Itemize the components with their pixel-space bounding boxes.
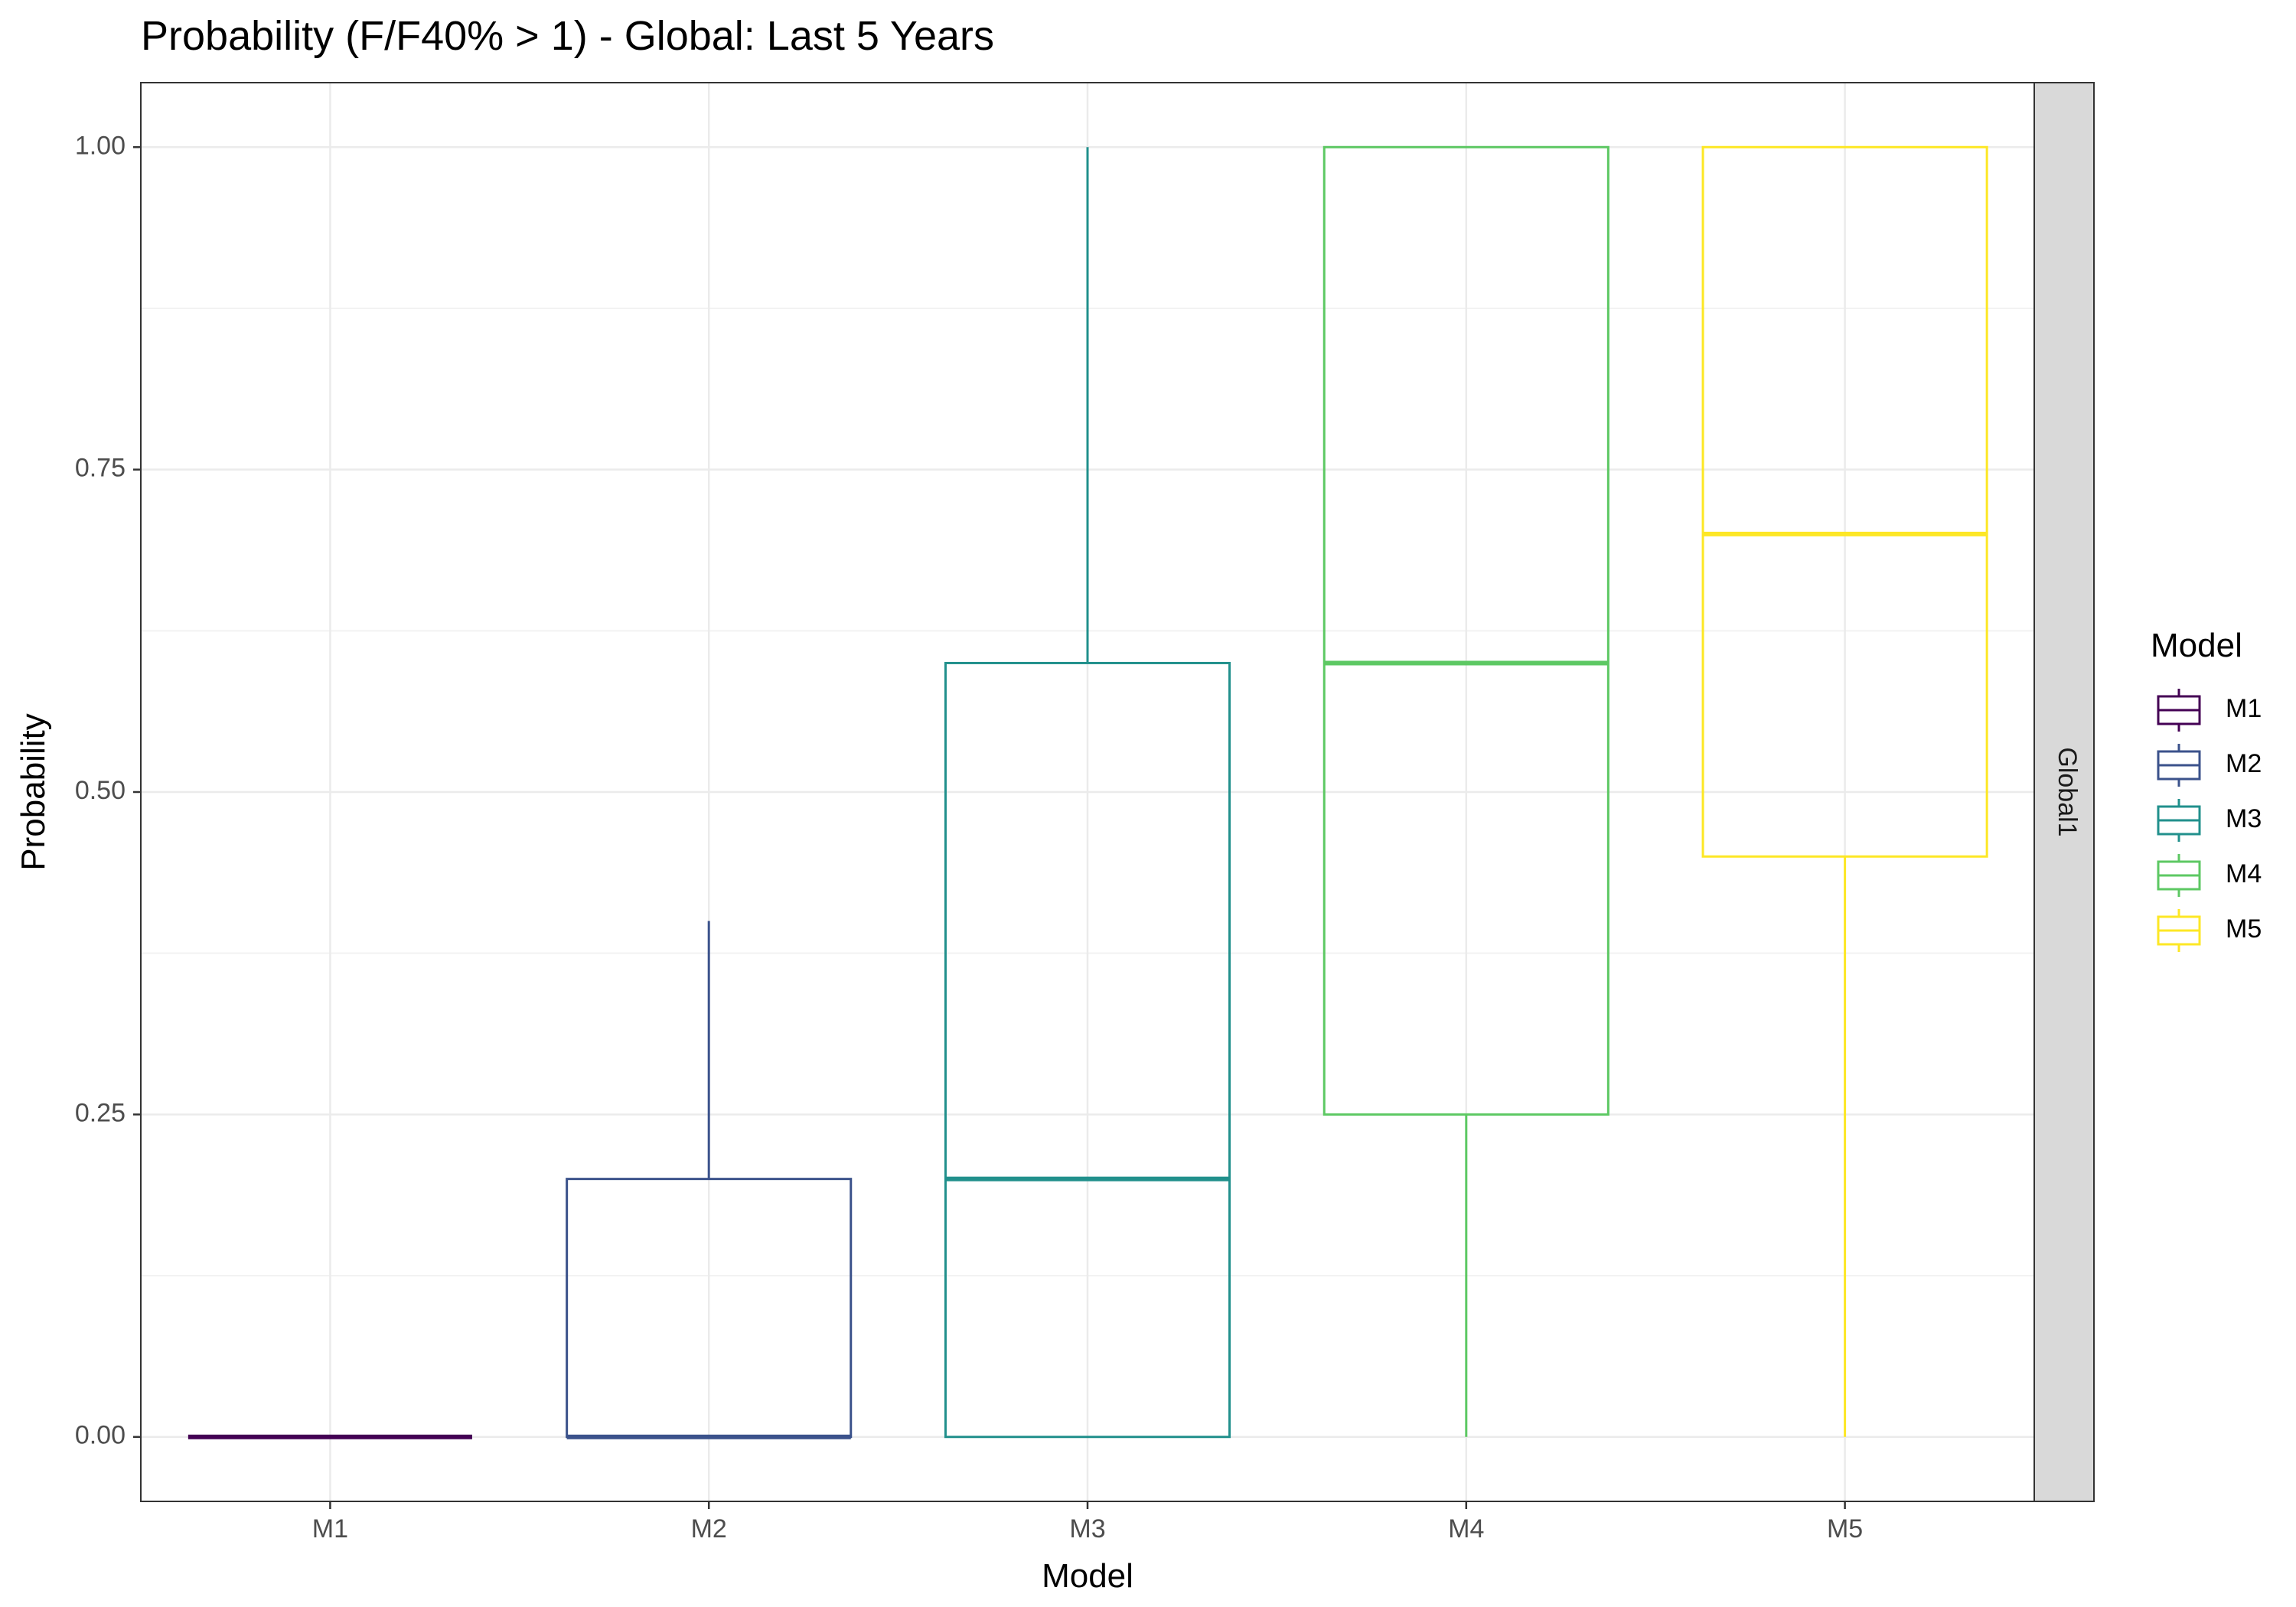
facet-strip: Global1 bbox=[2033, 82, 2095, 1502]
box-body bbox=[944, 661, 1231, 1439]
box-m5 bbox=[1701, 145, 1988, 1437]
legend-key-m3 bbox=[2157, 799, 2201, 842]
x-axis-title: Model bbox=[1042, 1557, 1133, 1595]
strip-background bbox=[2033, 82, 2095, 1502]
box-body bbox=[1322, 145, 1609, 1116]
x-tick-label: M1 bbox=[312, 1514, 348, 1543]
box-m3 bbox=[944, 147, 1231, 1439]
y-tick-label: 0.00 bbox=[75, 1421, 126, 1450]
box-m4 bbox=[1322, 145, 1609, 1437]
y-axis-title: Probability bbox=[15, 713, 52, 870]
chart-title: Probability (F/F40% > 1) - Global: Last … bbox=[141, 13, 994, 59]
legend-label: M5 bbox=[2226, 914, 2262, 944]
y-axis: 0.00 0.25 0.50 0.75 1.00 bbox=[75, 131, 141, 1450]
x-tick-label: M3 bbox=[1069, 1514, 1105, 1543]
legend-key-m2 bbox=[2157, 744, 2201, 787]
y-tick-label: 1.00 bbox=[75, 131, 126, 160]
legend-label: M2 bbox=[2226, 749, 2262, 778]
legend-key-m4 bbox=[2157, 854, 2201, 897]
y-tick-label: 0.50 bbox=[75, 776, 126, 805]
legend-title: Model bbox=[2151, 627, 2242, 664]
box-m2 bbox=[566, 921, 853, 1439]
box-body bbox=[566, 1178, 853, 1439]
x-tick-label: M4 bbox=[1448, 1514, 1484, 1543]
y-tick-label: 0.75 bbox=[75, 454, 126, 483]
legend-label: M1 bbox=[2226, 694, 2262, 723]
x-tick-label: M5 bbox=[1827, 1514, 1863, 1543]
strip-label: Global1 bbox=[2053, 747, 2082, 836]
x-tick-label: M2 bbox=[691, 1514, 727, 1543]
boxes bbox=[188, 145, 1988, 1439]
legend-label: M3 bbox=[2226, 804, 2262, 833]
legend-label: M4 bbox=[2226, 859, 2262, 888]
legend-key-m5 bbox=[2157, 909, 2201, 952]
y-tick-label: 0.25 bbox=[75, 1098, 126, 1127]
legend-key-m1 bbox=[2157, 689, 2201, 732]
legend: Model M1 M2 M3 M4 M5 bbox=[2151, 627, 2262, 952]
x-axis: M1 M2 M3 M4 M5 bbox=[312, 1501, 1863, 1543]
box-body bbox=[1701, 145, 1988, 858]
